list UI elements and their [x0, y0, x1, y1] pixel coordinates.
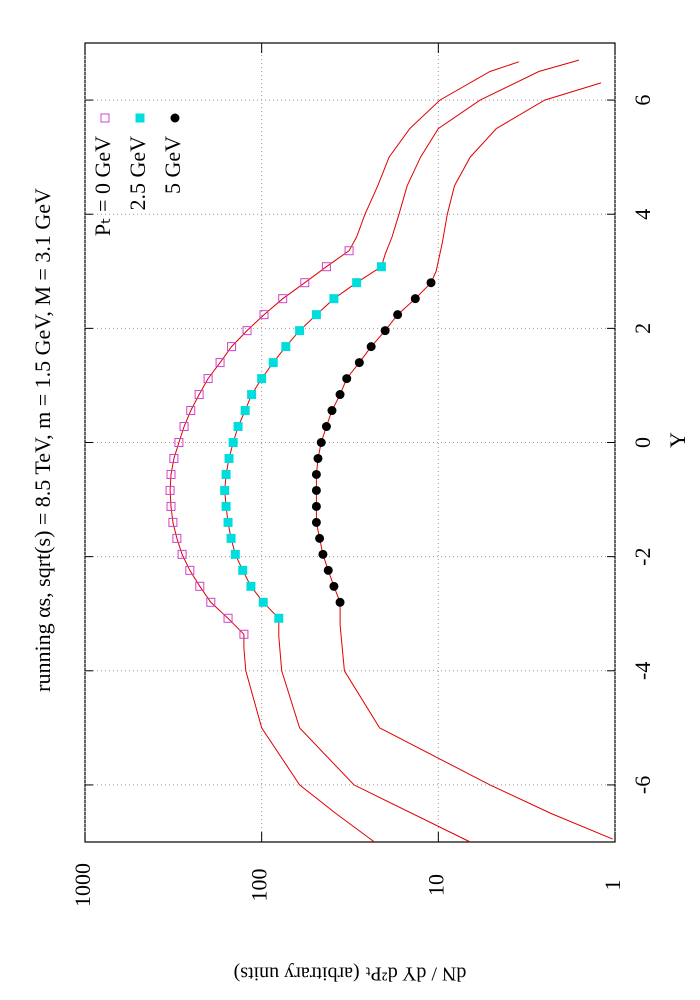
point	[227, 342, 237, 352]
point	[311, 485, 321, 495]
x-tick-label: 6	[630, 95, 655, 106]
legend-marker	[170, 113, 180, 123]
point	[168, 517, 178, 527]
point	[311, 469, 321, 479]
point	[323, 565, 333, 575]
point	[226, 533, 236, 543]
y-tick-label: 10	[423, 874, 448, 896]
point	[318, 549, 328, 559]
legend-label: 2.5 GeV	[125, 136, 150, 211]
point	[224, 453, 234, 463]
curve	[315, 82, 613, 840]
point	[246, 581, 256, 591]
legend-label: Pₜ = 0 GeV	[90, 136, 115, 236]
point	[221, 469, 231, 479]
y-axis-label: dN / dY d²Pₜ (arbitrary units)	[234, 962, 467, 984]
point	[233, 422, 243, 432]
point	[352, 278, 362, 288]
point	[315, 533, 325, 543]
point	[259, 310, 269, 320]
point	[177, 549, 187, 559]
point	[179, 422, 189, 432]
point	[335, 597, 345, 607]
point	[281, 342, 291, 352]
point	[166, 501, 176, 511]
point	[247, 390, 257, 400]
curve	[224, 59, 580, 843]
y-tick-label: 100	[247, 869, 272, 902]
x-tick-label: -6	[630, 776, 655, 794]
point	[194, 390, 204, 400]
point	[223, 613, 233, 623]
point	[186, 406, 196, 416]
point	[380, 326, 390, 336]
legend-label: 5 GeV	[160, 136, 185, 194]
point	[215, 358, 225, 368]
point	[410, 294, 420, 304]
point	[221, 501, 231, 511]
point	[278, 294, 288, 304]
point	[329, 294, 339, 304]
point	[172, 533, 182, 543]
point	[268, 358, 278, 368]
point	[239, 629, 249, 639]
point	[295, 326, 305, 336]
legend-marker	[135, 113, 145, 123]
point	[354, 358, 364, 368]
point	[258, 597, 268, 607]
point	[335, 390, 345, 400]
curve	[169, 61, 520, 843]
point	[376, 262, 386, 272]
point	[366, 342, 376, 352]
point	[242, 326, 252, 336]
point	[300, 278, 310, 288]
x-tick-label: 2	[630, 323, 655, 334]
x-tick-label: -2	[630, 547, 655, 565]
point	[166, 469, 176, 479]
point	[393, 310, 403, 320]
point	[274, 613, 284, 623]
point	[240, 406, 250, 416]
point	[220, 485, 230, 495]
point	[327, 406, 337, 416]
x-axis-label: Y	[665, 432, 690, 448]
point	[206, 597, 216, 607]
point	[311, 310, 321, 320]
point	[316, 438, 326, 447]
x-tick-label: 4	[630, 209, 655, 220]
x-tick-label: -4	[630, 662, 655, 680]
point	[321, 262, 331, 272]
point	[165, 485, 175, 495]
point	[311, 501, 321, 511]
point	[344, 246, 354, 256]
point	[257, 374, 267, 384]
point	[238, 565, 248, 575]
point	[228, 438, 238, 447]
x-tick-label: 0	[630, 437, 655, 448]
y-tick-label: 1	[600, 880, 625, 891]
y-tick-label: 1000	[70, 863, 95, 907]
point	[174, 438, 184, 447]
point	[195, 581, 205, 591]
point	[223, 517, 233, 527]
point	[311, 517, 321, 527]
chart-title: running αs, sqrt(s) = 8.5 TeV, m = 1.5 G…	[30, 188, 55, 692]
point	[426, 278, 436, 288]
point	[342, 374, 352, 384]
point	[169, 453, 179, 463]
point	[185, 565, 195, 575]
point	[329, 581, 339, 591]
point	[313, 453, 323, 463]
legend-marker	[100, 113, 110, 123]
point	[203, 374, 213, 384]
point	[321, 422, 331, 432]
point	[230, 549, 240, 559]
